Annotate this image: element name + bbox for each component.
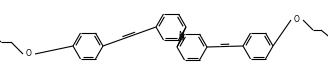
Text: N: N bbox=[179, 30, 184, 40]
Text: O: O bbox=[26, 50, 32, 59]
Text: N: N bbox=[179, 34, 184, 44]
Text: O: O bbox=[294, 15, 300, 24]
